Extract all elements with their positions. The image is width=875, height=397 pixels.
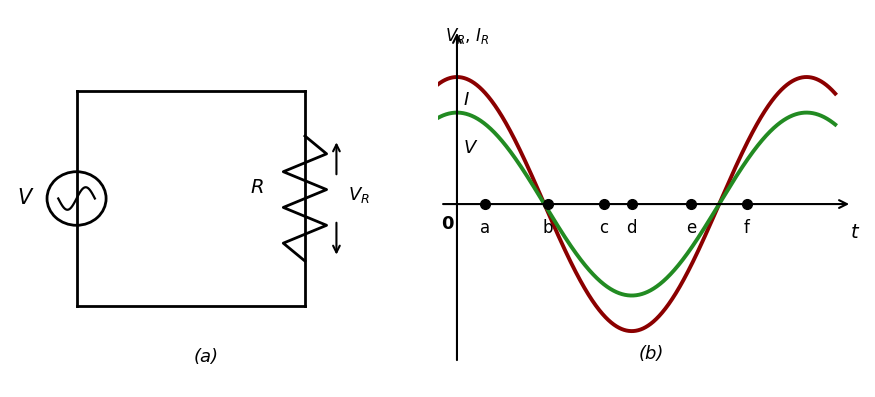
Text: e: e [686, 219, 696, 237]
Text: b: b [543, 219, 554, 237]
Text: f: f [744, 219, 750, 237]
Text: c: c [599, 219, 608, 237]
Text: R: R [251, 178, 264, 197]
Text: $V_R$, $I_R$: $V_R$, $I_R$ [444, 26, 489, 46]
Text: a: a [480, 219, 490, 237]
Text: (b): (b) [639, 345, 664, 363]
Text: V: V [464, 139, 476, 157]
Text: 0: 0 [441, 216, 453, 233]
Text: V: V [17, 189, 32, 208]
Text: d: d [626, 219, 637, 237]
Text: $t$: $t$ [850, 223, 860, 242]
Text: I: I [464, 91, 469, 109]
Text: $V_R$: $V_R$ [348, 185, 370, 205]
Text: (a): (a) [194, 349, 219, 366]
